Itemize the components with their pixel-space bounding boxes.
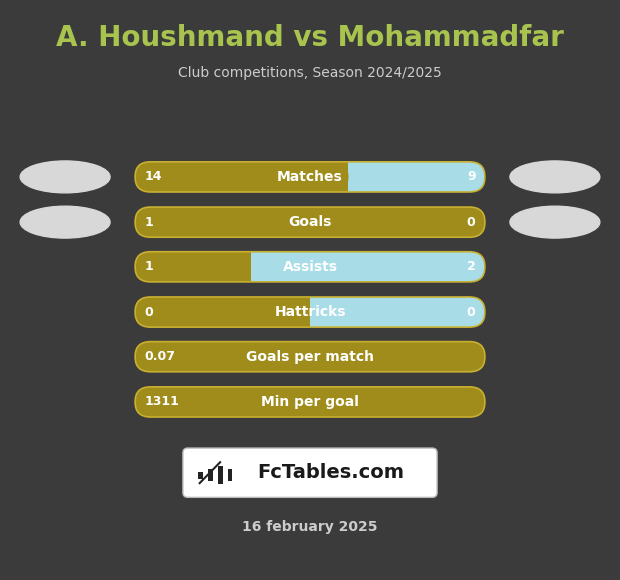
Bar <box>317 162 348 192</box>
FancyBboxPatch shape <box>135 207 485 237</box>
Text: 0: 0 <box>467 216 476 229</box>
Text: 1: 1 <box>144 216 153 229</box>
FancyBboxPatch shape <box>183 448 437 498</box>
Bar <box>219 252 250 282</box>
Bar <box>198 472 203 478</box>
Text: 14: 14 <box>144 171 162 183</box>
FancyBboxPatch shape <box>135 297 485 327</box>
FancyBboxPatch shape <box>135 342 485 372</box>
Text: 9: 9 <box>467 171 476 183</box>
Text: 1311: 1311 <box>144 396 179 408</box>
FancyBboxPatch shape <box>135 162 485 192</box>
Bar <box>218 466 223 484</box>
Text: 0.07: 0.07 <box>144 350 175 363</box>
Bar <box>208 469 213 481</box>
Text: Goals per match: Goals per match <box>246 350 374 364</box>
Ellipse shape <box>20 206 110 238</box>
Ellipse shape <box>510 206 600 238</box>
Text: Min per goal: Min per goal <box>261 395 359 409</box>
Text: 0: 0 <box>467 306 476 318</box>
Text: 16 february 2025: 16 february 2025 <box>242 520 378 534</box>
FancyBboxPatch shape <box>135 252 250 282</box>
Ellipse shape <box>510 161 600 193</box>
Text: Goals: Goals <box>288 215 332 229</box>
Bar <box>228 469 232 481</box>
Text: Hattricks: Hattricks <box>274 305 346 319</box>
Text: 2: 2 <box>467 260 476 273</box>
Text: Matches: Matches <box>277 170 343 184</box>
FancyBboxPatch shape <box>135 162 348 192</box>
FancyBboxPatch shape <box>135 297 310 327</box>
Text: Assists: Assists <box>283 260 337 274</box>
FancyBboxPatch shape <box>135 207 485 237</box>
FancyBboxPatch shape <box>135 252 485 282</box>
Text: FcTables.com: FcTables.com <box>257 463 404 482</box>
Text: 0: 0 <box>144 306 153 318</box>
Bar <box>279 297 310 327</box>
Text: 1: 1 <box>144 260 153 273</box>
Text: A. Houshmand vs Mohammadfar: A. Houshmand vs Mohammadfar <box>56 24 564 52</box>
FancyBboxPatch shape <box>135 387 485 417</box>
Ellipse shape <box>20 161 110 193</box>
Text: Club competitions, Season 2024/2025: Club competitions, Season 2024/2025 <box>178 66 442 79</box>
